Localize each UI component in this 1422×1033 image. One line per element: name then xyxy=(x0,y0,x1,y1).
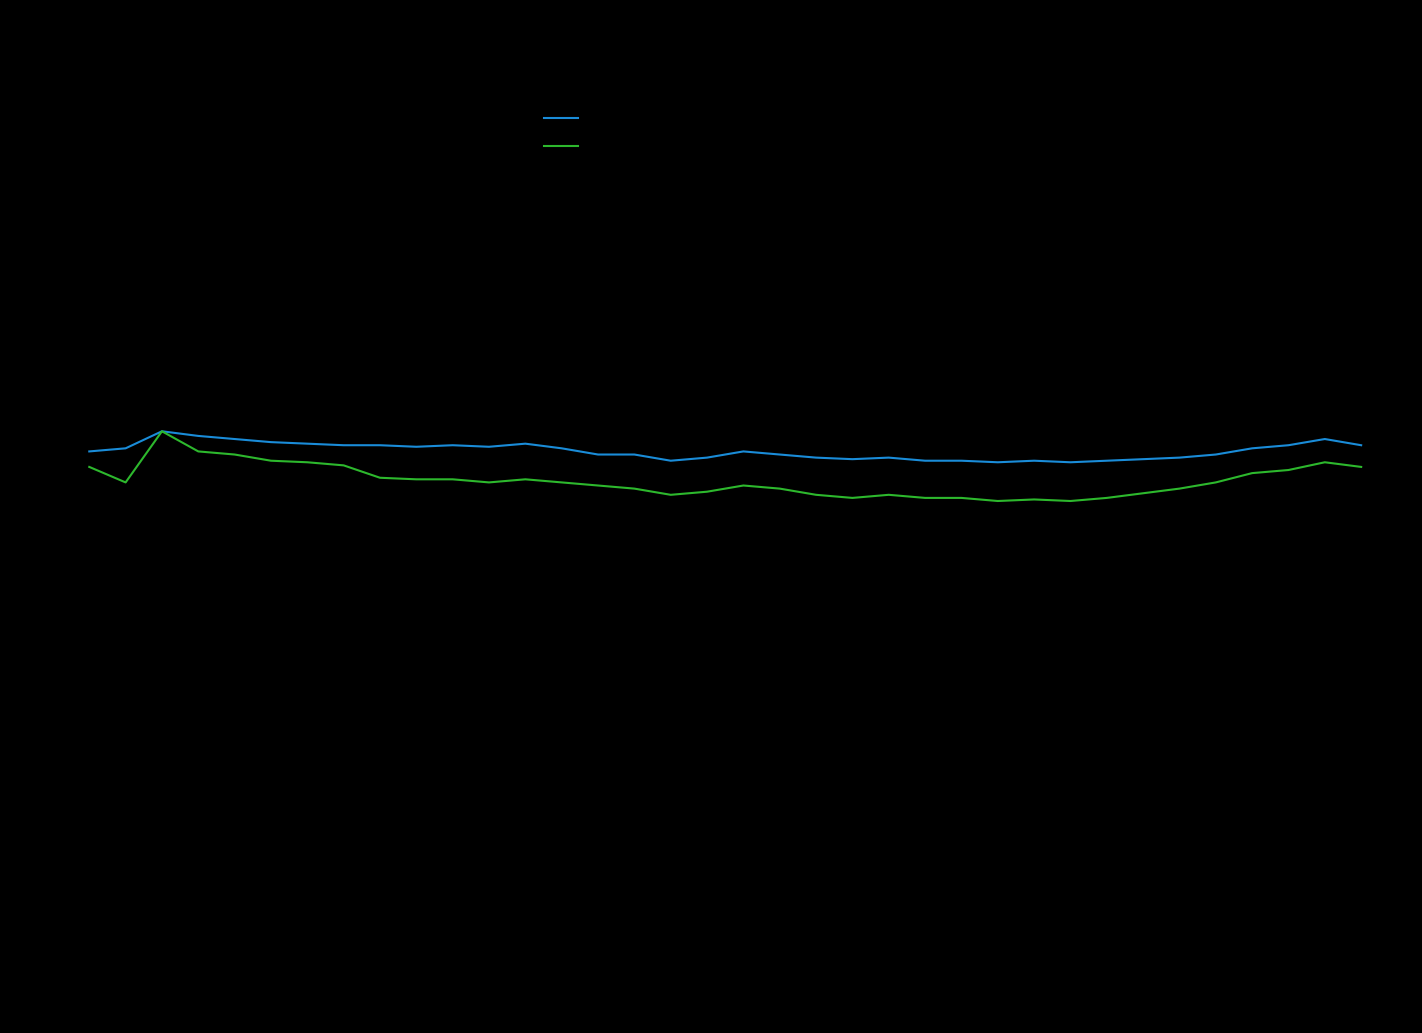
Company NIM xyxy=(226,433,243,445)
Peer NIM xyxy=(1317,457,1334,469)
Peer NIM xyxy=(990,495,1007,507)
Peer NIM xyxy=(1062,495,1079,507)
Peer NIM xyxy=(1207,476,1224,489)
Peer NIM xyxy=(590,479,607,492)
Company NIM xyxy=(880,451,897,464)
Peer NIM xyxy=(663,489,680,501)
Peer NIM xyxy=(698,486,715,498)
Peer NIM xyxy=(1170,482,1187,495)
Peer NIM xyxy=(226,448,243,461)
Company NIM xyxy=(1025,455,1042,467)
Peer NIM xyxy=(553,476,570,489)
Peer NIM xyxy=(808,489,825,501)
Company NIM xyxy=(481,440,498,452)
Peer NIM xyxy=(735,479,752,492)
Peer NIM xyxy=(408,473,425,486)
Peer NIM xyxy=(263,455,280,467)
Company NIM xyxy=(843,452,860,465)
Company NIM xyxy=(1244,442,1261,455)
Company NIM xyxy=(1062,457,1079,469)
Line: Peer NIM: Peer NIM xyxy=(90,432,1361,501)
Company NIM xyxy=(808,451,825,464)
Peer NIM xyxy=(371,471,388,483)
Company NIM xyxy=(263,436,280,448)
Peer NIM xyxy=(1098,492,1115,504)
Peer NIM xyxy=(154,426,171,438)
Company NIM xyxy=(1170,451,1187,464)
Peer NIM xyxy=(481,476,498,489)
Peer NIM xyxy=(843,492,860,504)
Company NIM xyxy=(117,442,134,455)
Company NIM xyxy=(771,448,788,461)
Peer NIM xyxy=(953,492,970,504)
Company NIM xyxy=(917,455,934,467)
Peer NIM xyxy=(1280,464,1297,476)
Peer NIM xyxy=(771,482,788,495)
Company NIM xyxy=(371,439,388,451)
Line: Company NIM: Company NIM xyxy=(90,432,1361,463)
Company NIM xyxy=(553,442,570,455)
Company NIM xyxy=(336,439,353,451)
Company NIM xyxy=(408,440,425,452)
Company NIM xyxy=(81,445,98,458)
Company NIM xyxy=(1317,433,1334,445)
Peer NIM xyxy=(917,492,934,504)
Company NIM xyxy=(590,448,607,461)
Legend: Company NIM, Peer NIM: Company NIM, Peer NIM xyxy=(539,105,702,160)
Peer NIM xyxy=(1025,494,1042,506)
Peer NIM xyxy=(189,445,206,458)
Company NIM xyxy=(698,451,715,464)
Peer NIM xyxy=(516,473,533,486)
Company NIM xyxy=(626,448,643,461)
Peer NIM xyxy=(81,461,98,473)
Peer NIM xyxy=(1244,467,1261,479)
Company NIM xyxy=(444,439,461,451)
Peer NIM xyxy=(117,476,134,489)
Peer NIM xyxy=(299,457,316,469)
Company NIM xyxy=(1098,455,1115,467)
Peer NIM xyxy=(1352,461,1369,473)
Company NIM xyxy=(299,438,316,450)
Company NIM xyxy=(1207,448,1224,461)
Peer NIM xyxy=(626,482,643,495)
Company NIM xyxy=(990,457,1007,469)
Company NIM xyxy=(154,426,171,438)
Company NIM xyxy=(1352,439,1369,451)
Company NIM xyxy=(1280,439,1297,451)
Company NIM xyxy=(663,455,680,467)
Peer NIM xyxy=(880,489,897,501)
Peer NIM xyxy=(336,459,353,471)
Company NIM xyxy=(1135,452,1152,465)
Company NIM xyxy=(516,438,533,450)
Company NIM xyxy=(189,430,206,442)
Company NIM xyxy=(735,445,752,458)
Company NIM xyxy=(953,455,970,467)
Peer NIM xyxy=(444,473,461,486)
Peer NIM xyxy=(1135,488,1152,500)
